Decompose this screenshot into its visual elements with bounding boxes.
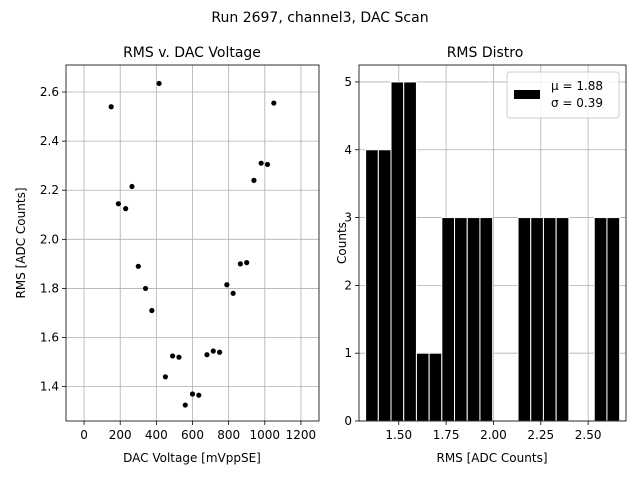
scatter-point	[176, 354, 182, 360]
scatter-xtick-label: 600	[181, 428, 204, 442]
legend-swatch	[514, 90, 540, 99]
scatter-ytick-label: 1.6	[40, 331, 59, 345]
scatter-ticks: 0 200 400 600 800 1000 1200 1.4 1.6 1.8 2.0 2.2 2.4 2…	[40, 85, 316, 442]
scatter-point	[224, 282, 230, 288]
histogram-xlabel: RMS [ADC Counts]	[436, 451, 547, 465]
histogram-panel: RMS Distro 1.50 1.75 2.00 2.25 2.50 0 1 2 3 4 5 RM…	[335, 45, 627, 465]
histogram-bars	[365, 81, 621, 422]
histogram-ytick-label: 2	[344, 278, 352, 292]
scatter-ylabel: RMS [ADC Counts]	[14, 187, 28, 298]
histogram-bar	[365, 149, 379, 422]
histogram-bar	[377, 149, 392, 422]
histogram-xtick-label: 2.00	[480, 428, 507, 442]
scatter-points	[108, 80, 277, 408]
histogram-ytick-label: 3	[344, 211, 352, 225]
scatter-point	[217, 349, 223, 355]
scatter-point	[189, 391, 196, 397]
histogram-bar	[466, 217, 481, 422]
histogram-ticks: 1.50 1.75 2.00 2.25 2.50 0 1 2 3 4 5	[344, 75, 601, 442]
scatter-ytick-label: 1.4	[40, 380, 59, 394]
histogram-title: RMS Distro	[447, 45, 524, 61]
scatter-xtick-label: 200	[109, 428, 132, 442]
scatter-point	[135, 263, 141, 269]
histogram-xtick-label: 2.50	[575, 428, 602, 442]
scatter-xtick-label: 400	[145, 428, 168, 442]
scatter-point	[149, 307, 155, 314]
scatter-point	[237, 261, 243, 267]
scatter-point	[108, 104, 114, 110]
scatter-point	[264, 161, 271, 168]
scatter-point	[258, 160, 264, 166]
scatter-ytick-label: 2.4	[40, 134, 59, 148]
scatter-xtick-label: 1200	[286, 428, 317, 442]
scatter-xlabel: DAC Voltage [mVppSE]	[123, 451, 261, 465]
scatter-point	[115, 201, 122, 207]
scatter-point	[129, 183, 135, 190]
scatter-grid	[66, 65, 319, 421]
histogram-bar	[542, 217, 557, 422]
scatter-title: RMS v. DAC Voltage	[123, 45, 261, 61]
histogram-xtick-label: 1.50	[385, 428, 412, 442]
scatter-point	[271, 100, 277, 106]
scatter-point	[210, 348, 216, 354]
scatter-point	[170, 353, 176, 359]
histogram-bar	[454, 217, 468, 422]
histogram-bar	[517, 217, 532, 422]
scatter-point	[196, 392, 202, 398]
scatter-point	[251, 177, 257, 183]
scatter-point	[123, 206, 129, 212]
histogram-ytick-label: 4	[344, 143, 352, 157]
histogram-legend: μ = 1.88 σ = 0.39	[506, 71, 620, 119]
scatter-xtick-label: 800	[217, 428, 240, 442]
legend-sigma: σ = 0.39	[551, 96, 603, 110]
scatter-ytick-label: 2.2	[40, 183, 59, 197]
scatter-panel: RMS v. DAC Voltage 0 200 400 600 800 1000 1200…	[14, 45, 320, 465]
scatter-point	[162, 374, 168, 380]
histogram-bar	[441, 217, 456, 422]
histogram-bar	[555, 217, 570, 422]
histogram-bar	[530, 217, 544, 422]
histogram-bar	[415, 352, 430, 422]
histogram-bar	[403, 81, 417, 422]
scatter-point	[156, 80, 162, 87]
scatter-xtick-label: 0	[80, 428, 88, 442]
histogram-bar	[479, 217, 494, 422]
legend-mu: μ = 1.88	[551, 79, 603, 93]
scatter-point	[230, 290, 236, 296]
scatter-xtick-label: 1000	[250, 428, 281, 442]
histogram-bar	[593, 217, 608, 422]
histogram-bar	[428, 352, 443, 422]
scatter-ytick-label: 1.8	[40, 281, 59, 295]
scatter-ytick-label: 2.6	[40, 85, 59, 99]
histogram-bar	[390, 81, 405, 422]
figure-suptitle: Run 2697, channel3, DAC Scan	[211, 10, 428, 26]
histogram-bar	[606, 217, 621, 422]
histogram-ytick-label: 5	[344, 75, 352, 89]
histogram-xtick-label: 1.75	[433, 428, 460, 442]
histogram-ytick-label: 0	[344, 414, 352, 428]
histogram-ytick-label: 1	[344, 346, 352, 360]
histogram-axes-frame	[358, 64, 627, 422]
scatter-point	[142, 285, 149, 292]
scatter-ytick-label: 2.0	[40, 232, 59, 246]
histogram-ylabel: Counts	[335, 222, 349, 264]
histogram-xtick-label: 2.25	[527, 428, 554, 442]
scatter-point	[182, 402, 188, 408]
scatter-point	[244, 260, 250, 266]
scatter-point	[204, 352, 210, 358]
legend-box	[506, 71, 620, 119]
